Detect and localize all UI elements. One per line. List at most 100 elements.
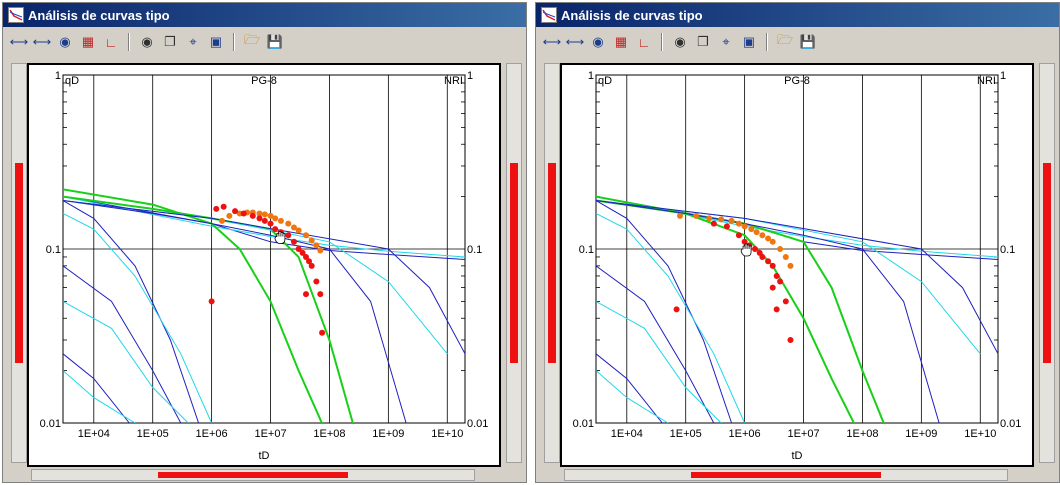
type-curve-line <box>596 265 715 423</box>
type-curve-chart[interactable]: PG-8 qD NRI tD 1 0.1 0.01 1 0.1 0.01 1E+04 1E+05 1E+… <box>27 63 501 467</box>
data-point <box>319 329 326 336</box>
data-point <box>728 217 735 224</box>
copy-icon[interactable]: ❐ <box>697 34 709 49</box>
chart-canvas: PG-8 qD NRI tD 1 0.1 0.01 1 0.1 0.01 1E+04 1E+05 1E+… <box>40 70 489 462</box>
data-point <box>308 237 315 244</box>
title-bar[interactable]: Análisis de curvas tipo <box>3 3 526 27</box>
x-tick-label: 1E+09 <box>905 428 937 440</box>
type-curve-line <box>63 200 407 423</box>
y-right-tick-label: 1 <box>467 70 473 82</box>
x-tick-label: 1E+08 <box>313 428 345 440</box>
data-point <box>249 212 256 219</box>
color-bars-icon[interactable]: ▦ <box>614 34 628 49</box>
left-slider[interactable] <box>11 63 27 463</box>
data-point <box>787 336 794 343</box>
hand-cursor-icon <box>740 243 752 257</box>
data-point <box>256 215 263 222</box>
color-bars-icon[interactable]: ▦ <box>81 34 95 49</box>
horizontal-slider-thumb[interactable] <box>691 472 881 478</box>
y-left-tick-label: 1 <box>588 70 594 82</box>
data-point <box>261 217 268 224</box>
toolbar: ⟷ ⟷ ◉ ▦ ∟ ◉ ❐ ⌖ ▣ 🗁 💾 <box>536 29 1059 55</box>
data-point <box>308 262 315 269</box>
data-point <box>213 205 220 212</box>
zoom-in-icon[interactable]: ⟷ <box>542 34 562 49</box>
right-slider[interactable] <box>1039 63 1055 463</box>
x-tick-label: 1E+10 <box>964 428 996 440</box>
data-point <box>303 232 310 239</box>
left-slider-thumb[interactable] <box>548 163 556 363</box>
hand-shape <box>740 243 752 257</box>
open-folder-icon[interactable]: 🗁 <box>776 32 794 47</box>
data-point <box>769 262 776 269</box>
chart-title: PG-8 <box>784 75 810 87</box>
binoculars-icon[interactable]: ◉ <box>59 34 71 49</box>
zoom-out-icon[interactable]: ⟷ <box>32 34 52 49</box>
title-bar[interactable]: Análisis de curvas tipo <box>536 3 1059 27</box>
y-left-tick-label: 0.01 <box>40 418 61 430</box>
data-point <box>782 298 789 305</box>
screen-icon[interactable]: ▣ <box>209 34 223 49</box>
type-curve-line <box>596 200 940 423</box>
camera-icon[interactable]: ◉ <box>674 34 686 49</box>
binoculars-icon[interactable]: ◉ <box>592 34 604 49</box>
data-point <box>735 232 742 239</box>
window-title: Análisis de curvas tipo <box>561 7 703 23</box>
hand-cursor-icon <box>274 231 286 244</box>
data-point <box>782 253 789 260</box>
app-icon <box>8 7 24 23</box>
x-tick-label: 1E+07 <box>787 428 819 440</box>
horizontal-slider-thumb[interactable] <box>158 472 348 478</box>
fit-extent-icon[interactable]: ⌖ <box>189 34 197 49</box>
data-point <box>277 217 284 224</box>
data-point <box>765 235 772 242</box>
toolbar-separator <box>766 33 768 51</box>
camera-icon[interactable]: ◉ <box>141 34 153 49</box>
y-left-tick-label: 0.1 <box>46 244 61 256</box>
zoom-in-icon[interactable]: ⟷ <box>9 34 29 49</box>
save-icon[interactable]: 💾 <box>799 34 817 49</box>
data-point <box>220 203 227 210</box>
data-point <box>723 223 730 230</box>
save-icon[interactable]: 💾 <box>266 34 284 49</box>
type-curve-line <box>596 370 669 423</box>
data-point <box>773 272 780 279</box>
y-left-tick-label: 0.01 <box>573 418 594 430</box>
open-folder-icon[interactable]: 🗁 <box>243 32 261 47</box>
y-right-tick-label: 0.1 <box>467 244 482 256</box>
type-curve-line <box>596 200 733 423</box>
horizontal-slider[interactable] <box>31 469 475 481</box>
zoom-out-icon[interactable]: ⟷ <box>565 34 585 49</box>
data-point <box>317 247 324 254</box>
data-point <box>718 216 725 223</box>
copy-icon[interactable]: ❐ <box>164 34 176 49</box>
curve-chart-icon[interactable]: ∟ <box>637 34 651 50</box>
horizontal-slider[interactable] <box>564 469 1008 481</box>
y-left-tick-label: 1 <box>55 70 61 82</box>
type-curve-line <box>63 370 136 423</box>
toolbar-separator <box>661 33 663 51</box>
data-point <box>256 210 263 217</box>
data-point <box>290 224 297 231</box>
data-point <box>735 220 742 227</box>
left-slider-thumb[interactable] <box>15 163 23 363</box>
right-slider[interactable] <box>506 63 522 463</box>
type-curve-line <box>63 213 213 423</box>
data-point <box>765 258 772 265</box>
x-tick-label: 1E+04 <box>78 428 110 440</box>
screen-icon[interactable]: ▣ <box>742 34 756 49</box>
left-slider[interactable] <box>544 63 560 463</box>
x-axis-label: tD <box>792 450 803 462</box>
data-point <box>218 217 225 224</box>
fit-extent-icon[interactable]: ⌖ <box>722 34 730 49</box>
data-point <box>303 291 310 298</box>
right-slider-thumb[interactable] <box>510 163 518 363</box>
data-point <box>753 229 760 236</box>
data-point <box>267 220 274 227</box>
curve-chart-icon[interactable]: ∟ <box>104 34 118 50</box>
type-curve-line <box>63 265 182 423</box>
type-curve-chart[interactable]: PG-8 qD NRI tD 1 0.1 0.01 1 0.1 0.01 1E+04 1E+05 1E+… <box>560 63 1034 467</box>
data-point <box>272 215 279 222</box>
y-left-axis-label: qD <box>65 75 79 87</box>
right-slider-thumb[interactable] <box>1043 163 1051 363</box>
